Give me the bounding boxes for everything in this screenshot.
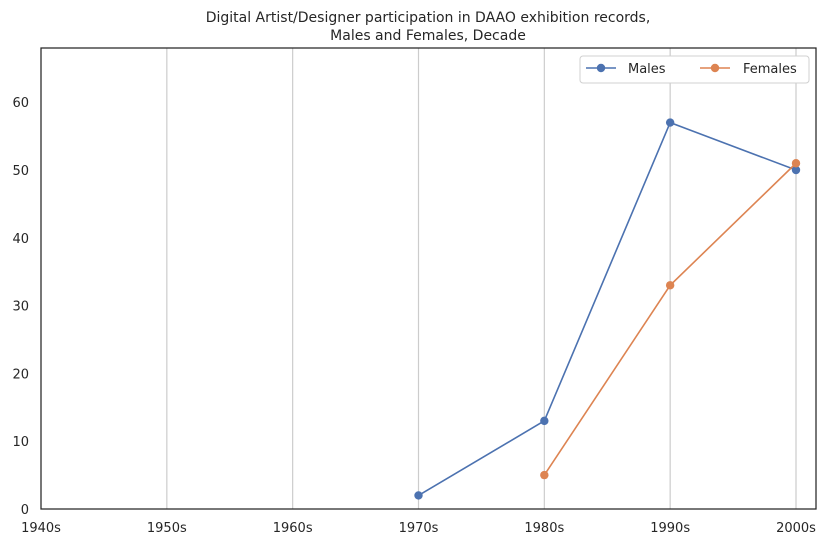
y-axis: 0 10 20 30 40 50 60 (12, 96, 29, 518)
y-tick-label: 60 (12, 96, 29, 111)
x-tick-label: 2000s (776, 521, 816, 536)
y-tick-label: 10 (12, 435, 29, 450)
y-tick-label: 30 (12, 300, 29, 315)
x-tick-label: 1990s (650, 521, 690, 536)
chart-subtitle: Males and Females, Decade (330, 28, 526, 44)
data-point-males (665, 118, 675, 127)
x-tick-label: 1980s (524, 521, 564, 536)
chart-title: Digital Artist/Designer participation in… (206, 10, 651, 26)
data-point-females (791, 159, 801, 168)
data-point-males (791, 165, 801, 175)
data-point-females (665, 281, 675, 290)
legend-marker-females (710, 63, 720, 73)
legend-marker-males (596, 63, 606, 73)
series-line-males (418, 121, 797, 497)
y-tick-label: 0 (21, 503, 29, 518)
x-tick-label: 1960s (273, 521, 313, 536)
legend: Males Females (579, 55, 810, 84)
data-point-males (540, 416, 549, 426)
legend-label-males: Males (628, 62, 666, 77)
x-axis: 1940s 1950s 1960s 1970s 1980s 1990s 2000s (21, 521, 816, 536)
x-tick-label: 1970s (399, 521, 439, 536)
data-point-males (414, 491, 423, 500)
y-tick-label: 40 (12, 232, 29, 247)
y-tick-label: 20 (12, 367, 29, 382)
y-tick-label: 50 (12, 164, 29, 179)
data-point-females (540, 470, 549, 480)
plot-frame (40, 47, 817, 510)
legend-box (579, 55, 810, 84)
grid (166, 48, 797, 509)
legend-label-females: Females (743, 62, 797, 77)
x-tick-label: 1950s (147, 521, 187, 536)
series-layer (414, 118, 801, 500)
x-tick-label: 1940s (21, 521, 61, 536)
